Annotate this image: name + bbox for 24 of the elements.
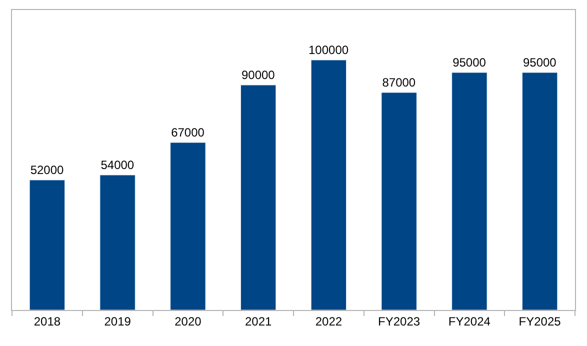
x-tick-label: FY2025 bbox=[518, 314, 562, 328]
bar bbox=[29, 180, 66, 310]
x-tick-label: 2021 bbox=[244, 314, 272, 328]
bar bbox=[240, 84, 276, 310]
data-label: 67000 bbox=[171, 126, 205, 140]
data-label: 87000 bbox=[382, 76, 416, 90]
x-tick-label: FY2023 bbox=[378, 314, 420, 328]
data-label: 52000 bbox=[30, 163, 64, 177]
bar bbox=[310, 60, 347, 310]
data-label: 90000 bbox=[241, 68, 276, 82]
data-label: 95000 bbox=[452, 56, 486, 70]
bar bbox=[100, 174, 136, 310]
bar bbox=[522, 72, 558, 310]
x-tick-label: 2020 bbox=[174, 314, 202, 328]
x-tick-label: 2019 bbox=[104, 314, 132, 328]
bar bbox=[452, 72, 488, 310]
data-label: 95000 bbox=[522, 56, 557, 70]
bar bbox=[381, 92, 417, 310]
x-tick-label: 2022 bbox=[315, 314, 342, 328]
x-tick-label: 2018 bbox=[34, 314, 61, 328]
bar bbox=[170, 142, 206, 310]
data-label: 100000 bbox=[308, 43, 349, 57]
x-tick-label: FY2024 bbox=[448, 314, 491, 328]
data-label: 54000 bbox=[100, 158, 134, 172]
